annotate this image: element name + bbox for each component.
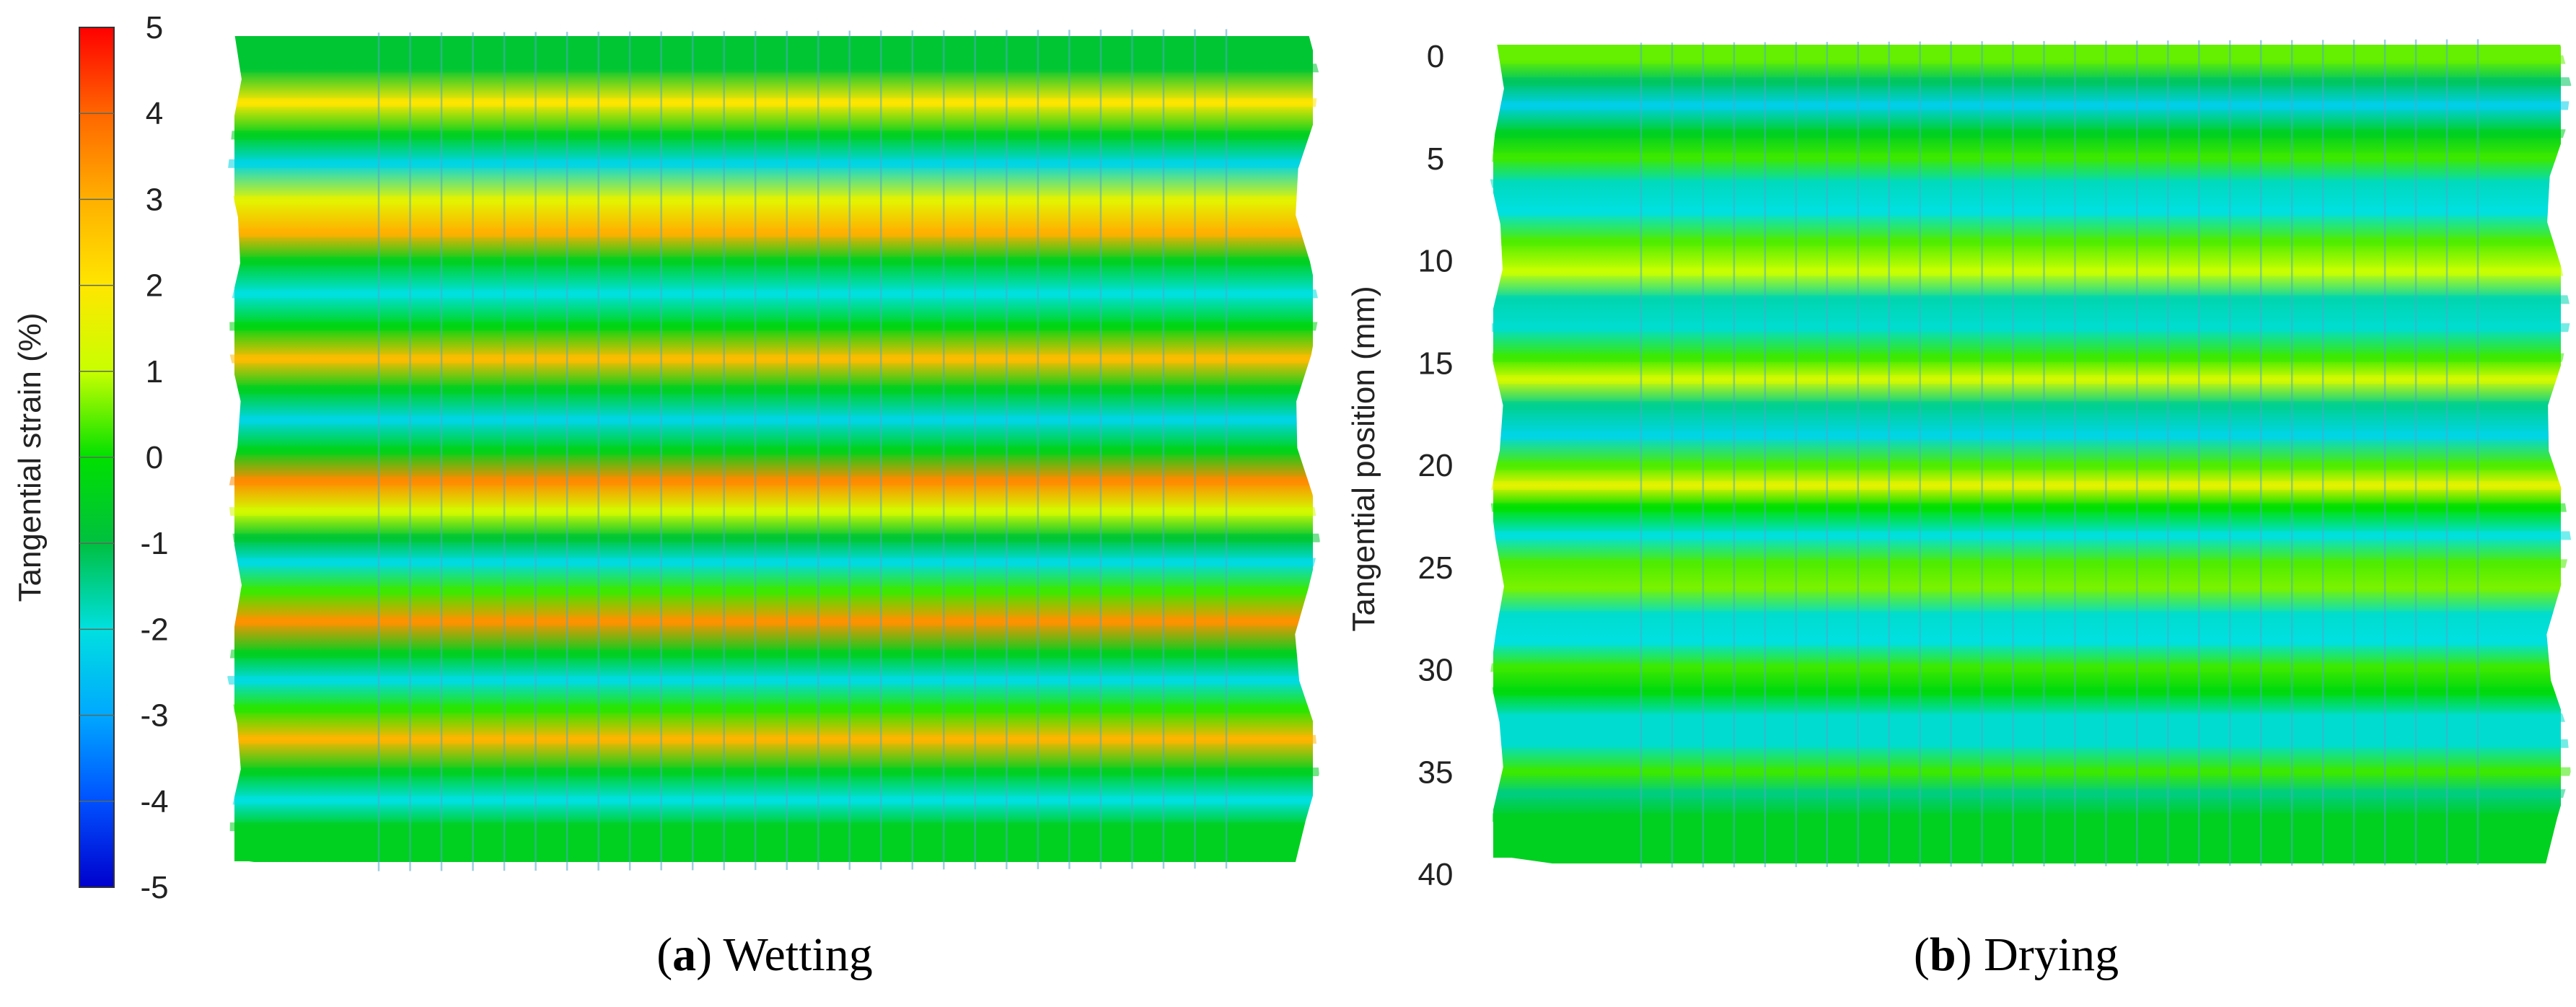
panel-a-vertical-gridlines bbox=[377, 29, 1228, 871]
panel-b-y-tick-label: 0 bbox=[1427, 39, 1444, 74]
panel-b-vertical-gridlines bbox=[1640, 39, 2479, 868]
panel-b-band bbox=[1490, 101, 2572, 110]
colorbar-tick-label: 5 bbox=[146, 10, 163, 45]
colorbar-tick-label: -3 bbox=[140, 698, 168, 734]
panel-b-band bbox=[1490, 353, 2572, 362]
panel-b-band bbox=[1490, 77, 2572, 87]
panel-a-band bbox=[227, 476, 1320, 485]
panel-b-band bbox=[1490, 153, 2572, 162]
panel-b-drying: 0 5 10 15 20 25 30 35 40 Tangential position (mm… bbox=[1346, 39, 2572, 981]
panel-b-band bbox=[1490, 481, 2572, 491]
panel-a-band bbox=[227, 446, 1320, 455]
panel-b-band-marks bbox=[1490, 55, 2572, 822]
panel-a-band bbox=[227, 822, 1320, 832]
panel-b-y-tick-label: 40 bbox=[1418, 857, 1454, 892]
colorbar: 5 4 3 2 1 0 -1 -2 -3 -4 -5 Tangential strain (%) bbox=[12, 10, 169, 905]
panel-b-band bbox=[1490, 323, 2572, 333]
panel-b-band bbox=[1490, 739, 2572, 748]
colorbar-tick-label: 3 bbox=[146, 182, 163, 217]
panel-b-band bbox=[1490, 687, 2572, 696]
panel-b-band bbox=[1490, 295, 2572, 304]
panel-b-band bbox=[1490, 559, 2572, 568]
panel-b-caption-text: Drying bbox=[1984, 928, 2119, 981]
panel-a-band bbox=[227, 533, 1320, 542]
panel-b-y-tick-label: 15 bbox=[1418, 346, 1454, 381]
panel-b-label: b bbox=[1930, 928, 1956, 981]
panel-b-band bbox=[1490, 129, 2572, 138]
panel-a-band bbox=[227, 384, 1320, 394]
colorbar-tick-label: -5 bbox=[140, 870, 168, 905]
panel-a-band bbox=[227, 228, 1320, 237]
panel-b-band bbox=[1490, 179, 2572, 188]
panel-b-band bbox=[1490, 813, 2572, 822]
colorbar-tick-label: -2 bbox=[140, 612, 168, 647]
panel-a-wetting: (a) Wetting bbox=[227, 29, 1320, 981]
colorbar-tick-label: 2 bbox=[146, 268, 163, 304]
panel-b-y-tick-labels: 0 5 10 15 20 25 30 35 40 bbox=[1418, 39, 1454, 892]
panel-a-band bbox=[227, 289, 1320, 299]
colorbar-tick-label: 0 bbox=[146, 440, 163, 475]
panel-a-band bbox=[227, 322, 1320, 331]
panel-b-y-tick-label: 20 bbox=[1418, 448, 1454, 483]
panel-a-band bbox=[227, 734, 1320, 744]
panel-a-band bbox=[227, 98, 1320, 107]
panel-a-band bbox=[227, 159, 1320, 168]
panel-b-band bbox=[1490, 461, 2572, 470]
panel-a-band bbox=[227, 131, 1320, 140]
panel-b-band bbox=[1490, 531, 2572, 540]
panel-b-band bbox=[1490, 663, 2572, 672]
panel-b-band bbox=[1490, 267, 2572, 276]
panel-a-label: a bbox=[672, 928, 696, 981]
panel-a-band bbox=[227, 704, 1320, 713]
panel-b-y-tick-label: 5 bbox=[1427, 141, 1444, 177]
panel-b-y-tick-label: 35 bbox=[1418, 755, 1454, 790]
panel-a-band bbox=[227, 617, 1320, 626]
colorbar-tick-labels: 5 4 3 2 1 0 -1 -2 -3 -4 -5 bbox=[140, 10, 168, 905]
panel-a-band bbox=[227, 649, 1320, 659]
panel-a-caption-text: Wetting bbox=[723, 928, 872, 981]
colorbar-tick-label: -4 bbox=[140, 784, 168, 819]
panel-a-band bbox=[227, 586, 1320, 596]
panel-b-band bbox=[1490, 767, 2572, 776]
panel-b-band bbox=[1490, 431, 2572, 440]
panel-a-band bbox=[227, 63, 1320, 73]
panel-a-band bbox=[227, 507, 1320, 516]
panel-a-caption: (a) Wetting bbox=[656, 928, 873, 981]
panel-b-band bbox=[1490, 583, 2572, 592]
panel-a-band bbox=[227, 768, 1320, 777]
panel-a-band bbox=[227, 796, 1320, 805]
panel-b-band bbox=[1490, 713, 2572, 722]
panel-b-band bbox=[1490, 611, 2572, 620]
panel-a-band bbox=[227, 676, 1320, 685]
colorbar-title: Tangential strain (%) bbox=[12, 312, 48, 602]
panel-b-y-tick-label: 25 bbox=[1418, 550, 1454, 586]
panel-a-band bbox=[227, 195, 1320, 205]
colorbar-segment-dividers bbox=[79, 113, 114, 802]
panel-b-band bbox=[1490, 375, 2572, 384]
panel-a-band bbox=[227, 354, 1320, 364]
panel-b-y-tick-label: 10 bbox=[1418, 244, 1454, 279]
panel-a-band-marks bbox=[227, 63, 1320, 832]
panel-b-band bbox=[1490, 789, 2572, 799]
panel-b-caption: (b) Drying bbox=[1914, 928, 2119, 981]
panel-b-band bbox=[1490, 503, 2572, 512]
panel-b-band bbox=[1490, 237, 2572, 246]
panel-b-y-axis-title: Tangential position (mm) bbox=[1346, 286, 1381, 631]
panel-b-band bbox=[1490, 401, 2572, 410]
panel-b-band bbox=[1490, 207, 2572, 216]
colorbar-tick-label: 1 bbox=[146, 354, 163, 390]
panel-b-band bbox=[1490, 637, 2572, 646]
panel-b-y-tick-label: 30 bbox=[1418, 653, 1454, 688]
panel-a-band bbox=[227, 257, 1320, 266]
colorbar-tick-label: 4 bbox=[146, 96, 163, 131]
panel-a-band bbox=[227, 415, 1320, 425]
panel-b-band bbox=[1490, 55, 2572, 64]
panel-a-band bbox=[227, 558, 1320, 567]
colorbar-tick-label: -1 bbox=[140, 526, 168, 561]
